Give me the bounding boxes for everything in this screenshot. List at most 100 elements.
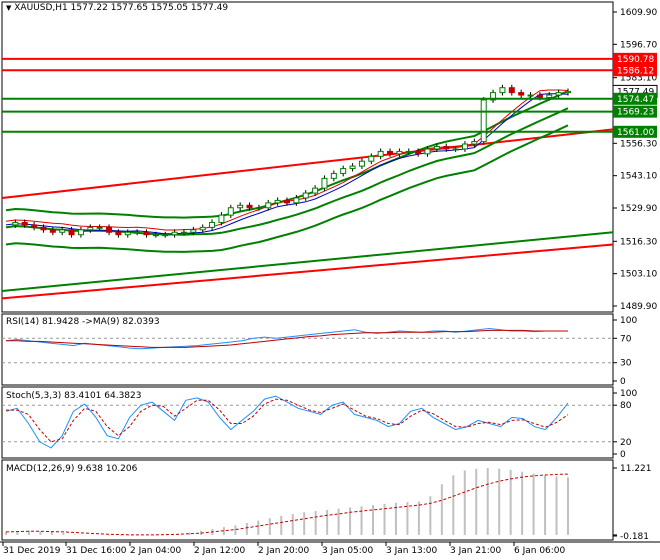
level-tag-label: 1569.23	[617, 108, 654, 118]
stoch-title: Stoch(5,3,3) 83.4101 64.3823	[6, 391, 142, 401]
candle-body	[171, 231, 178, 236]
time-tick-label: 2 Jan 12:00	[194, 546, 246, 556]
candle-body	[265, 202, 272, 209]
level-tag-bg	[613, 64, 657, 77]
price-tick-label: 1543.10	[620, 172, 657, 182]
candle-body	[546, 94, 553, 99]
candle-body	[87, 226, 94, 231]
time-tick-label: 2 Jan 20:00	[258, 546, 310, 556]
time-tick-label: 6 Jan 06:00	[514, 546, 566, 556]
rsi-tick-label: 100	[620, 316, 637, 326]
macd-tick-label: 11.221	[620, 464, 652, 474]
candle-body	[152, 234, 159, 237]
stoch-tick-label: 0	[620, 450, 626, 460]
candle-body	[405, 150, 412, 153]
candle-body	[237, 204, 244, 209]
pane-frame-3	[1, 459, 614, 541]
price-tick-label: 1516.30	[620, 237, 657, 247]
price-tick-label: 1609.90	[620, 8, 657, 18]
candle-body	[321, 177, 328, 189]
price-tick-label: 1596.70	[620, 40, 657, 50]
candle-body	[396, 150, 403, 155]
candle-body	[134, 231, 141, 234]
candle-body	[433, 146, 440, 150]
lower-green-trend-line	[1, 231, 614, 293]
time-tick-label: 3 Jan 21:00	[450, 546, 502, 556]
candle-body	[199, 226, 206, 231]
pane-frame-1	[1, 313, 614, 386]
ohlc-label: 1577.22 1577.65 1575.05 1577.49	[70, 3, 229, 13]
time-tick-label: 2 Jan 04:00	[130, 546, 182, 556]
candle-body	[518, 92, 525, 96]
rsi-tick-label: 30	[620, 359, 632, 369]
stoch-tick-label: 100	[620, 389, 637, 399]
rsi-series-1	[6, 329, 568, 348]
level-tag-label: 1574.47	[617, 95, 654, 105]
candle-body	[443, 146, 450, 150]
candle-body	[302, 192, 309, 199]
lower-band	[5, 124, 569, 253]
macd-signal-line	[5, 473, 569, 536]
time-tick-label: 31 Dec 16:00	[66, 546, 127, 556]
candle-body	[527, 94, 534, 97]
candle-body	[358, 160, 365, 167]
macd-tick-label: -0.181	[620, 532, 649, 542]
candle-body	[349, 165, 356, 170]
candle-body	[480, 99, 487, 143]
rsi-tick-label: 0	[620, 377, 626, 387]
candle-body	[415, 150, 422, 155]
rsi-tick-label: 70	[620, 334, 632, 344]
candle-body	[180, 231, 187, 234]
candle-body	[246, 204, 253, 209]
level-tag-bg	[613, 92, 657, 105]
candle-body	[115, 231, 122, 236]
symbol-label: XAUUSD,H1	[14, 3, 68, 13]
candle-body	[330, 172, 337, 179]
price-tick-label: 1583.10	[620, 74, 657, 84]
lower-red-trend-line	[1, 243, 614, 300]
candle-body	[377, 150, 384, 157]
candle-body	[424, 148, 431, 155]
candle-body	[96, 226, 103, 229]
level-tag-label: 1561.00	[617, 128, 654, 138]
stoch-tick-label: 80	[620, 401, 632, 411]
candle-body	[77, 229, 84, 236]
level-tag-label: 1586.12	[617, 66, 654, 76]
candle-body	[162, 234, 169, 237]
candle-body	[255, 207, 262, 210]
macd-title: MACD(12,26,9) 9.638 10.206	[6, 464, 138, 474]
pane-frame-0	[1, 1, 614, 313]
chart-header: ▼ XAUUSD,H1 1577.22 1577.65 1575.05 1577…	[6, 3, 228, 13]
candle-body	[565, 90, 571, 94]
level-tag-label: 1577.49	[617, 87, 654, 97]
candle-body	[461, 143, 468, 150]
candle-body	[274, 199, 281, 204]
candle-body	[227, 207, 234, 216]
candle-body	[508, 87, 515, 94]
pane-frame-2	[1, 386, 614, 459]
candle-body	[293, 197, 300, 204]
price-tick-label: 1489.90	[620, 302, 657, 312]
candle-body	[284, 199, 290, 204]
level-tag-bg	[613, 52, 657, 65]
candle-body	[68, 229, 75, 236]
price-tick-label: 1556.30	[620, 139, 657, 149]
collapse-triangle-icon[interactable]: ▼	[6, 4, 12, 12]
candle-body	[12, 221, 19, 226]
price-tick-label: 1503.10	[620, 270, 657, 280]
stoch-tick-label: 20	[620, 438, 632, 448]
candle-body	[218, 214, 225, 223]
time-tick-label: 3 Jan 05:00	[322, 546, 374, 556]
candle-body	[124, 231, 131, 236]
candle-body	[312, 187, 319, 194]
candle-body	[106, 226, 113, 233]
candle-body	[49, 229, 56, 233]
candle-body	[31, 224, 38, 228]
stoch-series-1	[6, 398, 569, 443]
candle-body	[340, 168, 347, 174]
candle-body	[21, 221, 28, 226]
red-trend-line	[1, 128, 614, 199]
candle-body	[536, 94, 543, 99]
